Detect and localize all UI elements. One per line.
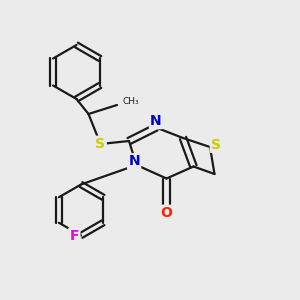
Text: S: S: [211, 138, 221, 152]
Text: N: N: [150, 114, 162, 128]
Text: F: F: [70, 229, 79, 242]
Text: S: S: [95, 137, 106, 151]
Text: O: O: [160, 206, 172, 220]
Text: N: N: [128, 154, 140, 168]
Text: CH₃: CH₃: [122, 98, 139, 106]
